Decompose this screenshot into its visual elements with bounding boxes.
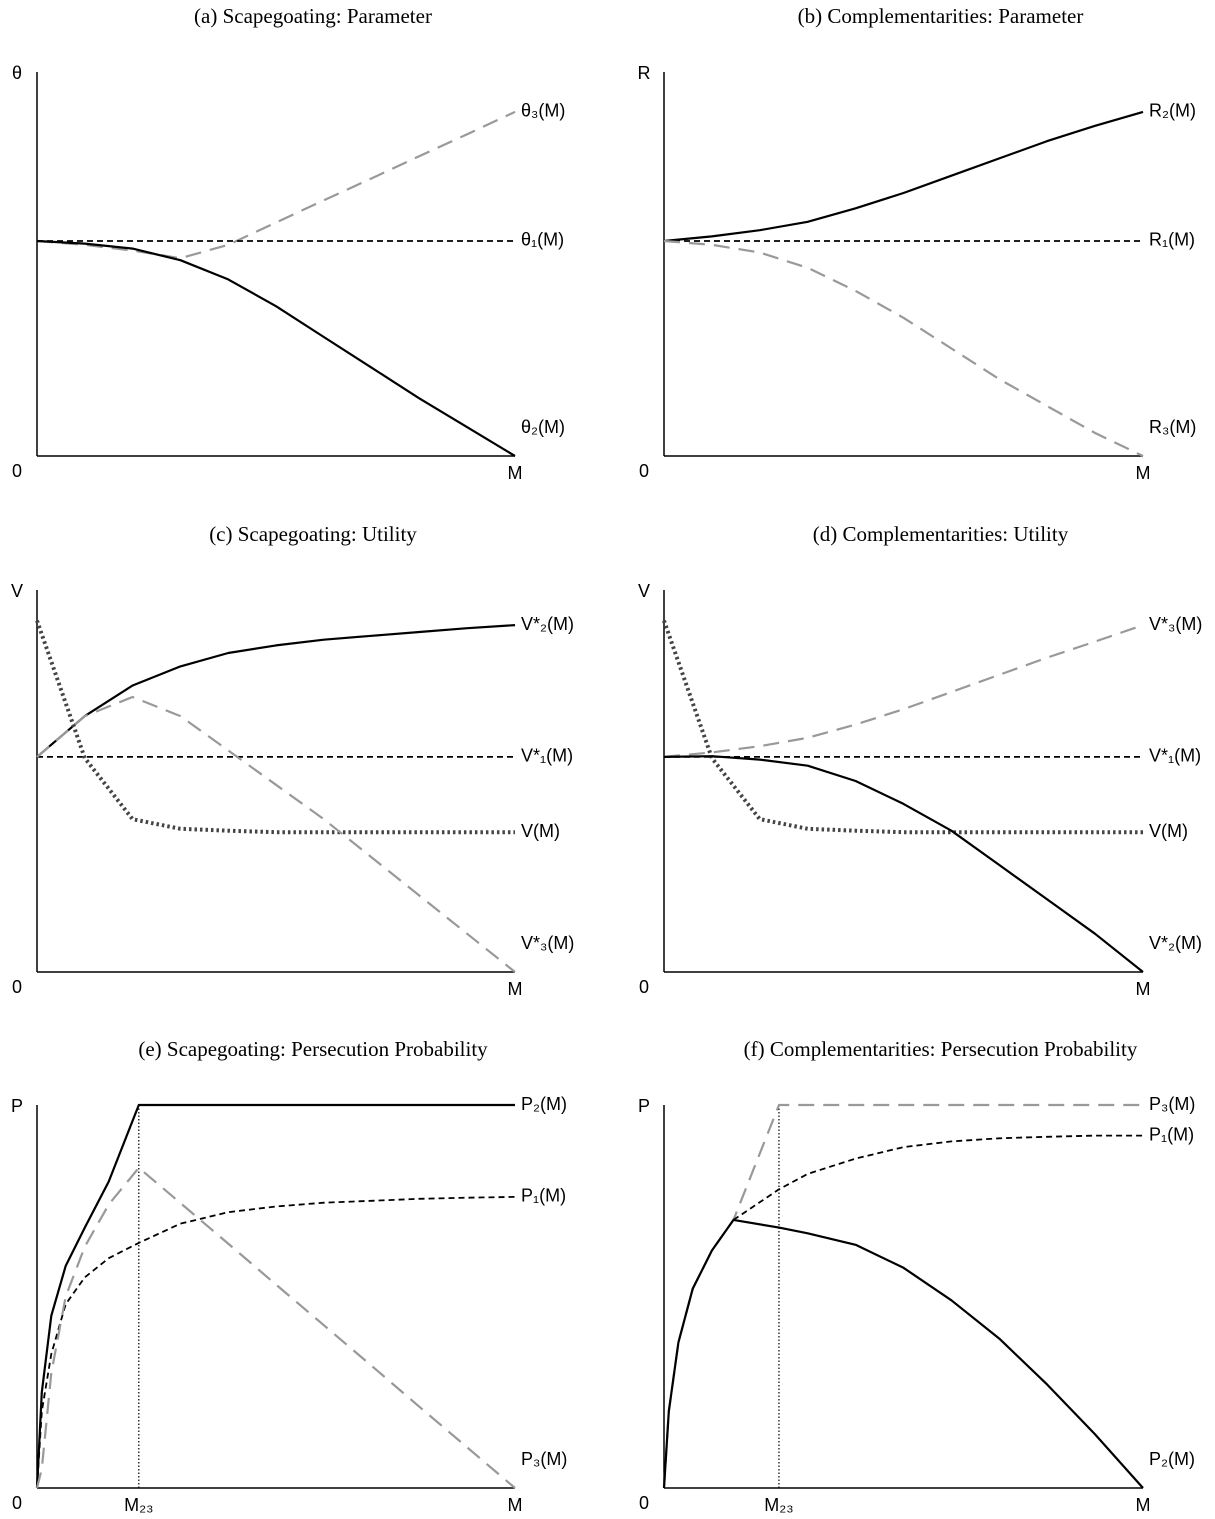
x-tick-label: M [508, 463, 523, 483]
series-line [663, 239, 1144, 457]
series-label: θ₃(M) [521, 101, 565, 121]
origin-label: 0 [12, 1493, 22, 1513]
series-label: P₃(M) [1149, 1094, 1195, 1114]
y-axis-label: V [11, 581, 23, 601]
series-line [36, 624, 516, 758]
series-line [35, 1103, 515, 1489]
origin-label: 0 [639, 977, 649, 997]
series-label: V*₂(M) [521, 614, 574, 634]
series-label: P₂(M) [1149, 1449, 1195, 1469]
series-line [663, 624, 1144, 758]
series-label: θ₂(M) [521, 417, 565, 437]
chart-title: (c) Scapegoating: Utility [209, 522, 417, 546]
series-line [662, 619, 1143, 835]
series-label: P₃(M) [521, 1449, 567, 1469]
series-label: V*₃(M) [1149, 614, 1202, 634]
series-line [36, 1196, 516, 1489]
series-line [36, 110, 516, 260]
origin-label: 0 [12, 977, 22, 997]
chart-panel: (f) Complementarities: Persecution Proba… [638, 1037, 1195, 1515]
x-tick-label: M₂₃ [124, 1495, 153, 1515]
series-line [35, 1166, 516, 1489]
y-axis-label: P [638, 1096, 650, 1116]
chart-title: (d) Complementarities: Utility [813, 522, 1069, 546]
origin-label: 0 [12, 461, 22, 481]
series-line [36, 695, 516, 973]
series-label: V(M) [1149, 821, 1188, 841]
series-label: V*₂(M) [1149, 933, 1202, 953]
x-tick-label: M [1136, 463, 1151, 483]
series-line [36, 239, 516, 457]
series-label: P₂(M) [521, 1094, 567, 1114]
y-axis-label: V [638, 581, 650, 601]
series-label: R₂(M) [1149, 101, 1196, 121]
chart-title: (e) Scapegoating: Persecution Probabilit… [138, 1037, 488, 1061]
series-line [662, 1103, 1143, 1489]
y-axis-label: θ [12, 63, 22, 83]
chart-panel: (b) Complementarities: Parameter R 0 M R₂(M)… [638, 4, 1197, 483]
series-label: V*₁(M) [521, 746, 573, 766]
x-tick-label: M [508, 979, 523, 999]
chart-title: (b) Complementarities: Parameter [798, 4, 1084, 28]
series-line [663, 110, 1144, 243]
series-line [662, 1218, 1144, 1489]
chart-panel: (d) Complementarities: Utility V 0 M V*₃(M) V… [638, 522, 1202, 999]
chart-panel: (c) Scapegoating: Utility V 0 M V*₂(M) V*₁(M)… [11, 522, 574, 999]
series-label: P₁(M) [521, 1186, 566, 1206]
series-line [663, 755, 1144, 973]
series-label: V*₃(M) [521, 933, 574, 953]
chart-panel: (a) Scapegoating: Parameter θ 0 Mθ₃(M) θ₁(M)… [12, 4, 565, 483]
series-label: P₁(M) [1149, 1124, 1194, 1144]
series-label: R₃(M) [1149, 417, 1196, 437]
chart-panel: (e) Scapegoating: Persecution Probabilit… [11, 1037, 567, 1515]
chart-title: (a) Scapegoating: Parameter [194, 4, 432, 28]
y-axis-label: P [11, 1096, 23, 1116]
x-tick-label: M₂₃ [764, 1495, 793, 1515]
origin-label: 0 [639, 1493, 649, 1513]
x-tick-label: M [1136, 1495, 1151, 1515]
series-label: θ₁(M) [521, 230, 564, 250]
chart-title: (f) Complementarities: Persecution Proba… [744, 1037, 1138, 1061]
series-line [35, 619, 515, 835]
x-tick-label: M [1136, 979, 1151, 999]
series-label: R₁(M) [1149, 230, 1195, 250]
x-tick-label: M [508, 1495, 523, 1515]
series-label: V*₁(M) [1149, 746, 1201, 766]
series-label: V(M) [521, 821, 560, 841]
series-line [732, 1134, 1143, 1221]
origin-label: 0 [639, 461, 649, 481]
y-axis-label: R [638, 63, 651, 83]
